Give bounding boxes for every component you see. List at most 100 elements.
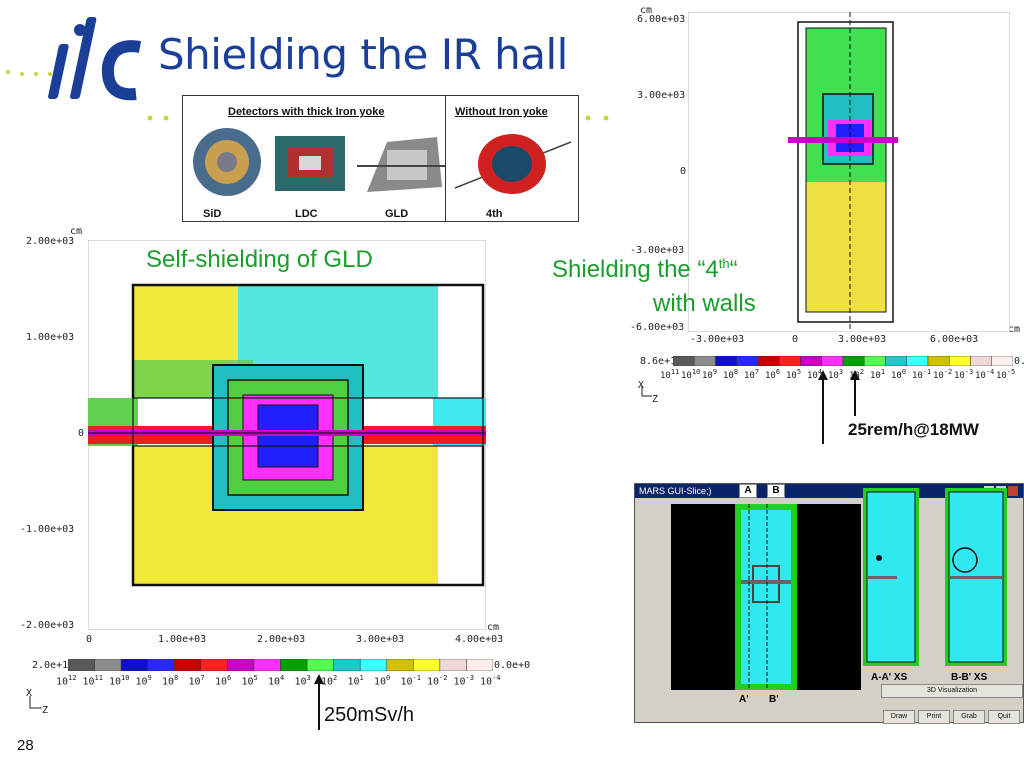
colorbar-swatch [779, 356, 801, 366]
colorbar-swatch [359, 659, 387, 671]
colorbar-swatch [439, 659, 467, 671]
right-xtick-1: 0 [792, 334, 799, 345]
colorbar-exponent: 100 [891, 368, 907, 381]
right-xtick-3: 6.00e+03 [930, 334, 979, 345]
section-b-label: B [767, 484, 785, 498]
colorbar-swatch [885, 356, 907, 366]
colorbar-exponent: 10-3 [453, 674, 474, 688]
left-arrow-icon [314, 674, 324, 730]
right-scale-min: 8.6e+10 [640, 356, 683, 367]
gld-caption: Self-shielding of GLD [146, 246, 373, 273]
right-axis-arrow-icon [641, 386, 652, 397]
colorbar-exponent: 106 [215, 674, 232, 688]
section-b2-label: B' [769, 694, 779, 705]
right-ytick-1: 3.00e+03 [637, 90, 686, 101]
colorbar-exponent: 10-2 [427, 674, 448, 688]
quit-button[interactable]: Quit [988, 710, 1020, 724]
right-xtick-0: -3.00e+03 [690, 334, 745, 345]
colorbar-exponent: 10-1 [400, 674, 421, 688]
colorbar-swatch [200, 659, 228, 671]
colorbar-exponent: 10-4 [480, 674, 501, 688]
right-colorbar [673, 356, 1013, 366]
fourth-dose-map [688, 12, 1010, 332]
colorbar-swatch [757, 356, 780, 366]
colorbar-swatch [306, 659, 334, 671]
colorbar-swatch [842, 356, 865, 366]
label-gld: GLD [385, 208, 409, 220]
right-ytick-3: -3.00e+03 [630, 245, 685, 256]
fourth-caption-text: Shielding the “4 [552, 256, 719, 283]
left-axis-unit-right: cm [487, 622, 500, 633]
right-scale-max: 0. [1014, 356, 1024, 367]
right-arrow-left-icon [818, 370, 828, 444]
slide-title: Shielding the IR hall [158, 30, 568, 79]
colorbar-swatch [227, 659, 255, 671]
section-a2-label: A' [739, 694, 749, 705]
decor-dots [148, 115, 609, 121]
ilc-logo [0, 12, 150, 107]
colorbar-exponent: 1011 [82, 674, 103, 688]
colorbar-exponent: 107 [188, 674, 205, 688]
colorbar-swatch [864, 356, 886, 366]
colorbar-swatch [736, 356, 759, 366]
left-xtick-3: 3.00e+03 [356, 634, 405, 645]
right-axis-x-label: X [638, 380, 645, 391]
colorbar-swatch [906, 356, 929, 366]
left-axis-z-label: Z [42, 705, 49, 716]
aa-xs-label: A-A' XS [871, 672, 908, 683]
colorbar-exponent: 10-3 [954, 368, 974, 381]
left-colorbar [68, 659, 493, 671]
colorbar-exponent: 105 [786, 368, 802, 381]
left-scale-min: 2.0e+11 [32, 660, 75, 671]
colorbar-swatch [253, 659, 281, 671]
left-axis-unit-top: cm [70, 226, 83, 237]
draw-button[interactable]: Draw [883, 710, 915, 724]
aa-xs-graphic [866, 491, 916, 663]
print-button[interactable]: Print [918, 710, 950, 724]
visualization-button[interactable]: 3D Visualization [881, 684, 1023, 698]
colorbar-exponent: 109 [135, 674, 152, 688]
colorbar-swatch [174, 659, 202, 671]
colorbar-exponent: 102 [321, 674, 338, 688]
ilc-logo-graphic [6, 17, 142, 101]
colorbar-swatch [466, 659, 493, 671]
colorbar-exponent: 104 [268, 674, 285, 688]
label-ldc: LDC [295, 208, 318, 220]
colorbar-exponent: 100 [374, 674, 391, 688]
colorbar-exponent: 109 [702, 368, 718, 381]
colorbar-exponent: 10-1 [912, 368, 932, 381]
colorbar-exponent: 10-4 [975, 368, 995, 381]
section-a-label: A [739, 484, 757, 498]
right-arrow-right-icon [850, 370, 860, 416]
colorbar-swatch [94, 659, 122, 671]
colorbar-swatch [120, 659, 148, 671]
left-scale-max: 0.0e+0 [494, 660, 531, 671]
colorbar-swatch [413, 659, 441, 671]
detector-panel: Detectors with thick Iron yoke Without I… [182, 95, 579, 222]
colorbar-exponent: 104 [807, 368, 823, 381]
left-xtick-4: 4.00e+03 [455, 634, 504, 645]
colorbar-exponent: 101 [347, 674, 364, 688]
colorbar-swatch [991, 356, 1013, 366]
colorbar-swatch [800, 356, 822, 366]
colorbar-exponent: 105 [241, 674, 258, 688]
colorbar-exponent: 1010 [681, 368, 701, 381]
left-xtick-2: 2.00e+03 [257, 634, 306, 645]
left-ytick-1: 1.00e+03 [26, 332, 75, 343]
page-number: 28 [17, 737, 34, 754]
gld-dose-map [88, 240, 486, 630]
colorbar-swatch [949, 356, 971, 366]
bb-xs-label: B-B' XS [951, 672, 988, 683]
colorbar-swatch [694, 356, 716, 366]
grab-button[interactable]: Grab [953, 710, 985, 724]
colorbar-swatch [386, 659, 414, 671]
label-4th: 4th [486, 208, 503, 220]
right-ytick-2: 0 [680, 166, 687, 177]
left-axis-x-label: X [26, 688, 33, 699]
mars-window-title: MARS GUI-Slice;) [635, 484, 1023, 498]
colorbar-swatch [927, 356, 950, 366]
left-axis-arrow-icon [29, 696, 42, 709]
colorbar-exponent: 10-5 [996, 368, 1016, 381]
colorbar-exponent: 106 [765, 368, 781, 381]
left-ytick-3: -1.00e+03 [20, 524, 75, 535]
